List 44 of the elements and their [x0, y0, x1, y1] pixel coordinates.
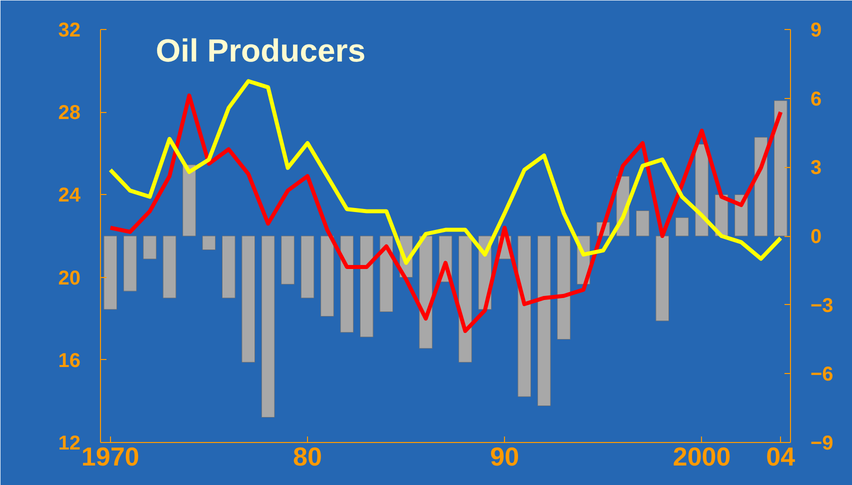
bar [182, 164, 196, 236]
bar [143, 236, 156, 260]
y2-tick-label: 9 [810, 20, 822, 42]
bar [281, 236, 294, 284]
bar [636, 210, 650, 236]
bar [340, 236, 354, 333]
chart-title: Oil Producers [156, 32, 366, 69]
bar [123, 236, 137, 292]
bar [300, 236, 314, 298]
bar [320, 236, 334, 317]
x-tick-label: 80 [293, 442, 322, 472]
y-tick-label: 12 [58, 432, 81, 454]
bar [518, 236, 532, 397]
y-tick-label: 24 [58, 184, 82, 207]
y2-tick-label: −3 [810, 294, 834, 317]
bar [261, 236, 275, 418]
bar [675, 217, 689, 236]
bar [202, 236, 216, 250]
line-series [108, 79, 783, 265]
y-tick-label: 20 [58, 267, 81, 290]
bar [380, 236, 394, 312]
bar [557, 236, 570, 340]
y2-tick-label: 0 [810, 226, 822, 248]
x-tick-label: 1970 [81, 442, 140, 472]
bar [774, 100, 788, 236]
bar [656, 236, 670, 322]
y2-tick-label: 6 [810, 88, 822, 110]
bar [222, 236, 236, 298]
y-tick-label: 28 [58, 102, 81, 124]
bar [242, 236, 256, 362]
x-tick-label: 2000 [672, 442, 731, 472]
bar [360, 236, 374, 338]
bar [162, 236, 176, 298]
y-tick-label: 32 [58, 20, 81, 42]
y-tick-label: 16 [58, 350, 81, 372]
line-series [108, 94, 783, 333]
y2-tick-label: 3 [810, 157, 822, 180]
x-tick-label: 90 [490, 442, 520, 472]
bar [104, 236, 118, 310]
y2-tick-label: −6 [810, 364, 834, 386]
y2-tick-label: −9 [810, 432, 834, 454]
bar [458, 236, 472, 362]
x-tick-label: 04 [766, 442, 796, 472]
bar [537, 236, 551, 406]
